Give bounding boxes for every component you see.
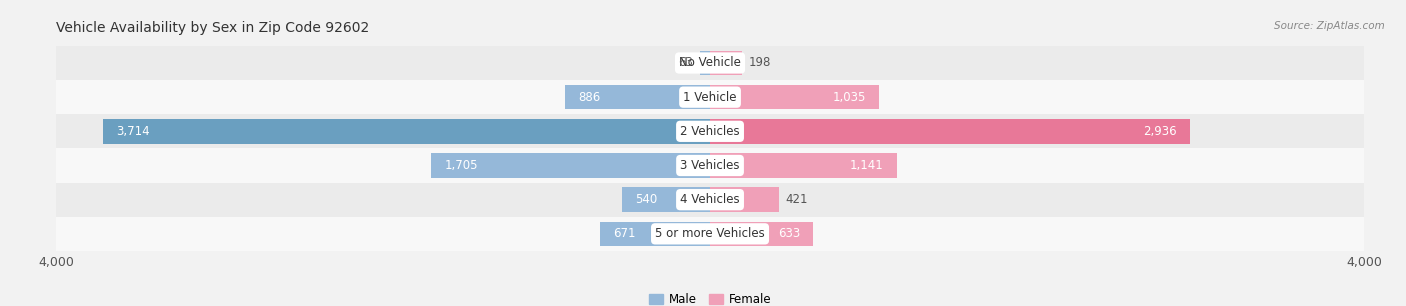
Text: 633: 633 <box>778 227 800 240</box>
Bar <box>710 119 1189 144</box>
Text: 886: 886 <box>578 91 600 104</box>
Text: 4 Vehicles: 4 Vehicles <box>681 193 740 206</box>
Bar <box>621 187 710 212</box>
Text: 1,141: 1,141 <box>849 159 883 172</box>
Text: 1 Vehicle: 1 Vehicle <box>683 91 737 104</box>
Bar <box>710 153 897 178</box>
Bar <box>103 119 710 144</box>
Bar <box>710 187 779 212</box>
Text: Vehicle Availability by Sex in Zip Code 92602: Vehicle Availability by Sex in Zip Code … <box>56 21 370 35</box>
Text: 5 or more Vehicles: 5 or more Vehicles <box>655 227 765 240</box>
Bar <box>700 51 710 75</box>
Bar <box>565 85 710 110</box>
Text: 1,705: 1,705 <box>444 159 478 172</box>
Bar <box>710 51 742 75</box>
Text: Source: ZipAtlas.com: Source: ZipAtlas.com <box>1274 21 1385 32</box>
Bar <box>56 114 1364 148</box>
Bar <box>56 46 1364 80</box>
Bar <box>56 80 1364 114</box>
Bar <box>56 183 1364 217</box>
Text: 3,714: 3,714 <box>117 125 149 138</box>
Bar <box>710 85 879 110</box>
Bar <box>710 222 814 246</box>
Text: 198: 198 <box>749 57 772 69</box>
Text: No Vehicle: No Vehicle <box>679 57 741 69</box>
Bar <box>56 148 1364 183</box>
Text: 3 Vehicles: 3 Vehicles <box>681 159 740 172</box>
Text: 1,035: 1,035 <box>832 91 866 104</box>
Text: 540: 540 <box>636 193 657 206</box>
Legend: Male, Female: Male, Female <box>644 288 776 306</box>
Text: 2 Vehicles: 2 Vehicles <box>681 125 740 138</box>
Bar <box>600 222 710 246</box>
Bar <box>432 153 710 178</box>
Text: 63: 63 <box>678 57 693 69</box>
Text: 671: 671 <box>613 227 636 240</box>
Text: 421: 421 <box>786 193 808 206</box>
Bar <box>56 217 1364 251</box>
Text: 2,936: 2,936 <box>1143 125 1177 138</box>
